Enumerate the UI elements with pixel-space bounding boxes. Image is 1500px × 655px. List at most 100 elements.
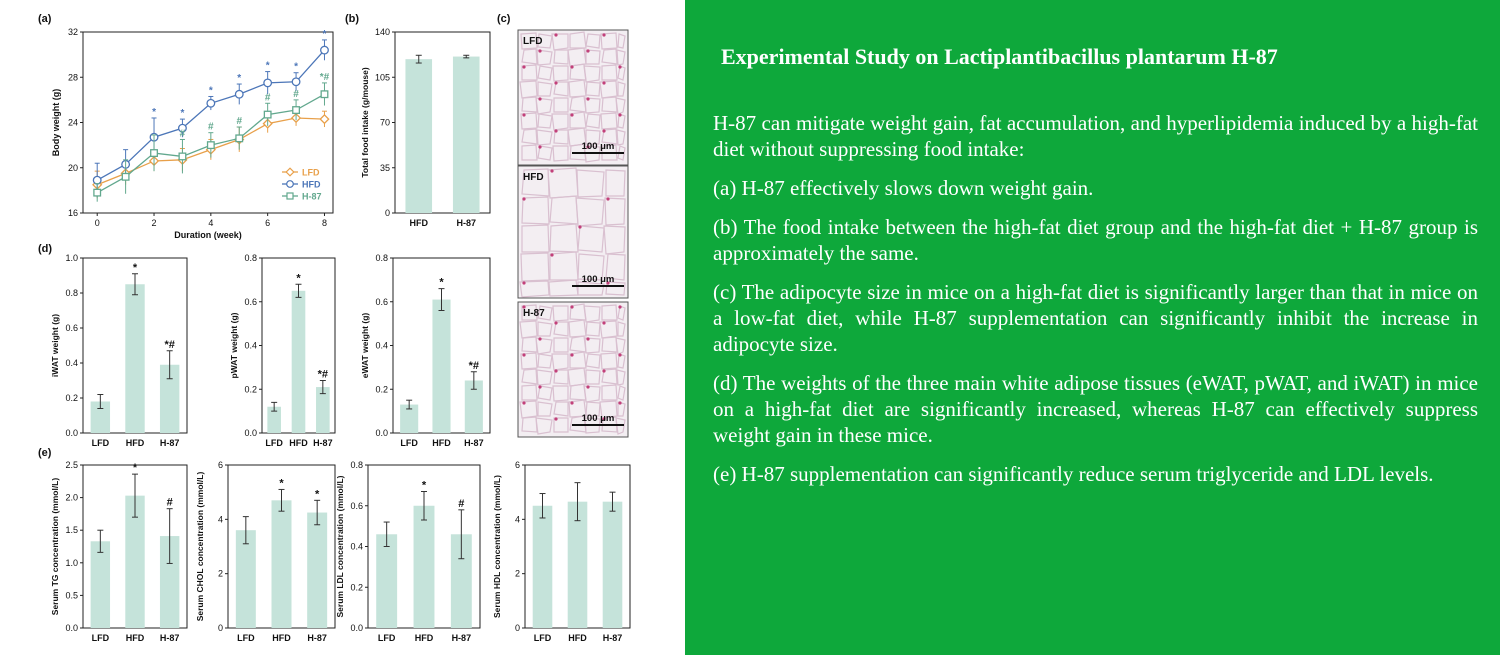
panel-d1-xtick-label: LFD bbox=[92, 438, 110, 448]
panel-e1-ytick-label: 2.5 bbox=[65, 460, 78, 470]
panel-a-point-h-87 bbox=[206, 141, 215, 150]
panel-a-point-hfd bbox=[92, 175, 102, 185]
panel-a-significance-mark-hfd: * bbox=[152, 107, 156, 118]
histology-nucleus bbox=[570, 305, 574, 309]
histology-cell bbox=[569, 351, 587, 369]
panel-a-ytick-label: 20 bbox=[68, 163, 78, 173]
summary-point-e: (e) H-87 supplementation can significant… bbox=[713, 462, 1434, 486]
histology-nucleus bbox=[602, 33, 606, 37]
panel-a-point-lfd bbox=[319, 113, 330, 125]
summary-point-b: (b) The food intake between the high-fat… bbox=[713, 215, 1478, 265]
panel-e4-bar-hfd bbox=[567, 501, 588, 628]
panel-a-point-h-87 bbox=[93, 188, 102, 197]
histology-cell bbox=[521, 416, 538, 433]
summary-point-a: (a) H-87 effectively slows down weight g… bbox=[713, 176, 1094, 200]
panel-e1-ytick-label: 2.0 bbox=[65, 493, 78, 503]
histology-nucleus bbox=[554, 369, 558, 373]
panel-a-significance-mark-h-87: *# bbox=[320, 72, 330, 83]
histology-cell bbox=[553, 49, 569, 65]
panel-d1-xtick-label: HFD bbox=[126, 438, 145, 448]
panel-e1-bar-hfd bbox=[125, 495, 145, 628]
panel-b-xtick-label: H-87 bbox=[456, 218, 476, 228]
histology-cell bbox=[537, 385, 553, 401]
histology-nucleus bbox=[606, 197, 610, 201]
panel-d-pwat-chart: 0.0 0.2 0.4 0.6 0.8 LFD HFD * H-87 *# pWAT weight … bbox=[229, 253, 336, 448]
panel-d2-bar-hfd bbox=[291, 290, 306, 433]
histology-cell bbox=[601, 368, 618, 385]
panel-d3-xtick-label: HFD bbox=[432, 438, 451, 448]
panel-e2-xtick-label: HFD bbox=[272, 633, 291, 643]
histology-cell bbox=[568, 399, 587, 418]
panel-e2-ytick-label: 4 bbox=[218, 514, 223, 524]
panel-e1-bar-h-87 bbox=[159, 536, 180, 628]
histology-nucleus bbox=[586, 97, 590, 101]
histology-nucleus bbox=[570, 65, 574, 69]
histology-nucleus bbox=[586, 385, 590, 389]
panel-a-xtick-label: 6 bbox=[265, 218, 270, 228]
panel-b-ytick-label: 70 bbox=[380, 118, 390, 128]
panel-d2-xtick-label: HFD bbox=[289, 438, 308, 448]
histology-cell bbox=[617, 65, 626, 81]
histology-cell bbox=[553, 369, 569, 385]
histology-cell bbox=[583, 305, 601, 323]
histology-cell bbox=[521, 144, 538, 161]
histology-cell bbox=[604, 197, 626, 226]
histology-cell bbox=[569, 31, 587, 49]
panel-d1-ytick-label: 0.2 bbox=[65, 393, 78, 403]
histology-cell bbox=[615, 417, 626, 435]
summary-point-c: (c) The adipocyte size in mice on a high… bbox=[713, 280, 1478, 356]
panel-d3-significance-mark: * bbox=[439, 277, 444, 289]
histology-cell bbox=[552, 385, 569, 402]
histology-cell bbox=[552, 305, 569, 322]
panel-a-significance-mark-hfd: * bbox=[266, 61, 270, 72]
panel-a-point-h-87 bbox=[178, 152, 187, 161]
histology-cell bbox=[585, 321, 601, 337]
panel-e4-bar-lfd bbox=[532, 505, 553, 628]
panel-d2-ytick-label: 0.8 bbox=[244, 253, 257, 263]
histology-nucleus bbox=[578, 225, 582, 229]
histology-cell bbox=[521, 304, 538, 321]
histology-cell bbox=[584, 97, 601, 114]
histology-cell bbox=[616, 129, 626, 146]
panel-e3-significance-mark: # bbox=[458, 498, 464, 510]
histology-cell bbox=[553, 401, 569, 417]
panel-d2-significance-mark: * bbox=[296, 272, 301, 284]
histology-cell bbox=[585, 369, 601, 385]
histology-cell bbox=[601, 304, 618, 321]
panel-d3-bar-hfd bbox=[432, 299, 451, 433]
histology-cell bbox=[553, 417, 569, 433]
panel-e2-ytick-label: 6 bbox=[218, 460, 223, 470]
panel-a-point-hfd bbox=[234, 89, 244, 99]
histology-cell bbox=[537, 145, 553, 161]
histology-nucleus bbox=[602, 417, 606, 421]
panel-e2-bar-lfd bbox=[235, 530, 256, 628]
panel-d1-ytick-label: 1.0 bbox=[65, 253, 78, 263]
scale-bar-label: 100 μm bbox=[582, 274, 615, 285]
panel-b-bar-chart: 0 35 70 105 140 HFD H-87 Total food intake (g/m… bbox=[345, 13, 491, 228]
histology-cell bbox=[537, 353, 553, 369]
panel-d1-bar-lfd bbox=[90, 401, 111, 433]
histology-cell bbox=[601, 64, 618, 81]
panel-d3-xtick-label: LFD bbox=[400, 438, 418, 448]
histology-nucleus bbox=[550, 253, 554, 257]
panel-a-point-hfd bbox=[206, 98, 216, 108]
panel-e2-xtick-label: H-87 bbox=[307, 633, 327, 643]
panel-b-xtick-label: HFD bbox=[410, 218, 429, 228]
histology-cell bbox=[617, 305, 626, 321]
histology-cell bbox=[583, 145, 601, 163]
panel-d3-ytick-label: 0.4 bbox=[375, 341, 388, 351]
panel-e1-ytick-label: 1.5 bbox=[65, 525, 78, 535]
histology-nucleus bbox=[554, 81, 558, 85]
panel-e1-ytick-label: 0.0 bbox=[65, 623, 78, 633]
panel-a-y-axis-label: Body weight (g) bbox=[51, 89, 61, 157]
panel-e2-significance-mark: * bbox=[315, 488, 320, 500]
histology-cell bbox=[519, 80, 538, 99]
panel-a-legend-marker-lfd bbox=[285, 167, 295, 177]
panel-a-significance-mark-hfd: * bbox=[209, 85, 213, 96]
histology-cell bbox=[601, 384, 618, 401]
histology-cell bbox=[600, 352, 618, 370]
panel-b-ytick-label: 35 bbox=[380, 163, 390, 173]
panel-d1-bar-hfd bbox=[125, 284, 145, 433]
panel-e3-significance-mark: * bbox=[422, 479, 427, 491]
histology-cells-h-87 bbox=[519, 303, 626, 435]
